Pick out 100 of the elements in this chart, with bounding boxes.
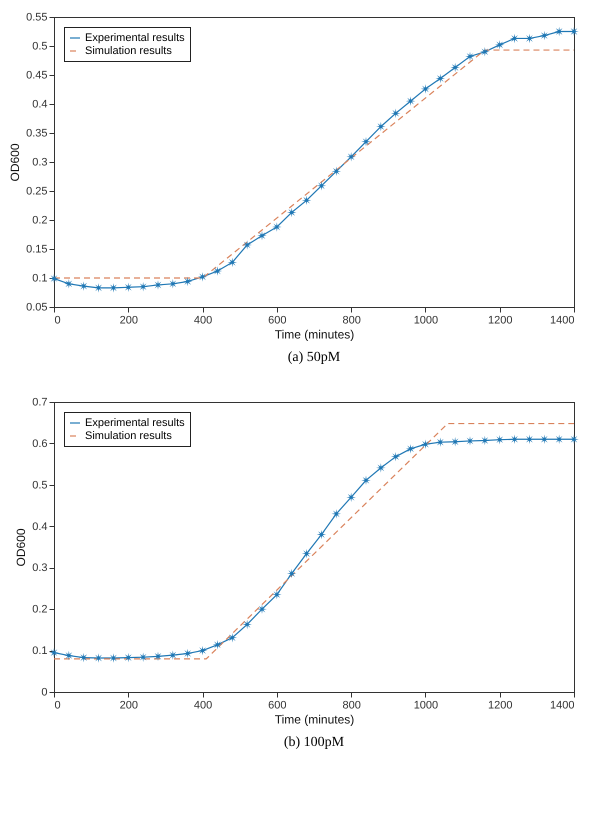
point bbox=[494, 434, 504, 444]
x-axis-title: Time (minutes) bbox=[274, 328, 354, 342]
y-tick-label: 0.3 bbox=[32, 156, 48, 168]
point bbox=[257, 230, 267, 240]
y-tick-label: 0.05 bbox=[26, 302, 48, 314]
x-tick-label: 600 bbox=[268, 314, 287, 326]
x-tick-label: 800 bbox=[342, 700, 361, 712]
point bbox=[108, 653, 118, 663]
point bbox=[272, 590, 282, 600]
point bbox=[346, 492, 356, 502]
y-tick-label: 0.4 bbox=[32, 520, 48, 533]
point bbox=[242, 620, 252, 630]
text: (a) 50pM bbox=[288, 350, 341, 365]
x-tick-label: 1400 bbox=[550, 700, 574, 712]
point bbox=[480, 436, 490, 446]
point bbox=[554, 434, 564, 444]
point bbox=[228, 258, 238, 268]
point bbox=[540, 30, 550, 40]
point bbox=[182, 648, 192, 658]
point bbox=[286, 208, 296, 218]
y-tick-label: 0.1 bbox=[32, 272, 48, 284]
point bbox=[153, 280, 163, 290]
point bbox=[480, 47, 490, 57]
point bbox=[78, 652, 88, 662]
point bbox=[554, 26, 564, 36]
point bbox=[361, 476, 371, 486]
point bbox=[510, 34, 520, 44]
x-tick-label: 200 bbox=[120, 700, 138, 712]
point bbox=[49, 648, 59, 658]
point bbox=[524, 434, 534, 444]
point bbox=[198, 646, 208, 656]
legend-label: Experimental results bbox=[85, 32, 186, 44]
y-tick-label: 0.15 bbox=[26, 244, 48, 256]
point bbox=[302, 548, 312, 558]
point bbox=[212, 640, 222, 650]
x-tick-label: 1200 bbox=[488, 314, 512, 326]
point bbox=[332, 166, 342, 176]
point bbox=[450, 62, 460, 72]
point bbox=[138, 282, 148, 292]
point bbox=[569, 26, 579, 36]
point bbox=[316, 530, 326, 540]
point bbox=[316, 181, 326, 191]
point bbox=[494, 40, 504, 50]
y-axis-title: OD600 bbox=[8, 143, 22, 182]
y-axis-title: OD600 bbox=[14, 528, 28, 567]
y-tick-label: 0.4 bbox=[32, 98, 48, 110]
y-tick-label: 0.45 bbox=[26, 70, 48, 82]
point bbox=[465, 436, 475, 446]
text: (b) 100pM bbox=[284, 735, 345, 750]
x-tick-label: 800 bbox=[342, 314, 361, 326]
point bbox=[302, 196, 312, 206]
point bbox=[94, 283, 104, 293]
point bbox=[332, 509, 342, 519]
point bbox=[272, 222, 282, 232]
x-tick-label: 1000 bbox=[414, 700, 438, 712]
y-tick-label: 0.25 bbox=[26, 186, 48, 198]
legend-label: Experimental results bbox=[85, 417, 186, 429]
x-tick-label: 400 bbox=[194, 314, 212, 326]
point bbox=[228, 632, 238, 642]
y-tick-label: 0 bbox=[41, 686, 48, 698]
point bbox=[153, 652, 163, 662]
point bbox=[540, 434, 550, 444]
y-tick-label: 0.55 bbox=[26, 12, 48, 24]
point bbox=[361, 136, 371, 146]
point bbox=[64, 650, 74, 660]
point bbox=[286, 568, 296, 578]
y-tick-label: 0.35 bbox=[26, 128, 48, 140]
y-tick-label: 0.1 bbox=[32, 645, 48, 658]
x-tick-label: 400 bbox=[194, 700, 212, 712]
y-tick-label: 0.7 bbox=[32, 396, 48, 408]
point bbox=[64, 279, 74, 289]
y-tick-label: 0.5 bbox=[32, 479, 48, 492]
x-tick-label: 1200 bbox=[488, 700, 512, 712]
x-tick-label: 600 bbox=[268, 700, 287, 712]
point bbox=[390, 452, 400, 462]
point bbox=[406, 96, 416, 106]
point bbox=[569, 434, 579, 444]
point bbox=[465, 52, 475, 62]
legend-label: Simulation results bbox=[85, 430, 172, 442]
point bbox=[346, 152, 356, 162]
point bbox=[420, 440, 430, 449]
point bbox=[138, 652, 148, 662]
x-tick-label: 1000 bbox=[414, 314, 438, 326]
point bbox=[524, 34, 534, 44]
point bbox=[78, 281, 88, 291]
point bbox=[510, 434, 520, 444]
point bbox=[182, 276, 192, 286]
point bbox=[376, 463, 386, 473]
point bbox=[390, 108, 400, 118]
x-tick-label: 200 bbox=[120, 314, 138, 326]
y-tick-label: 0.2 bbox=[32, 604, 48, 616]
point bbox=[212, 266, 222, 276]
y-tick-label: 0.6 bbox=[32, 438, 48, 450]
point bbox=[168, 279, 178, 289]
point bbox=[436, 74, 446, 84]
x-tick-label: 0 bbox=[54, 314, 61, 326]
y-tick-label: 0.2 bbox=[32, 214, 48, 226]
point bbox=[168, 650, 178, 660]
x-axis-title: Time (minutes) bbox=[274, 712, 354, 726]
x-tick-label: 0 bbox=[54, 700, 61, 712]
